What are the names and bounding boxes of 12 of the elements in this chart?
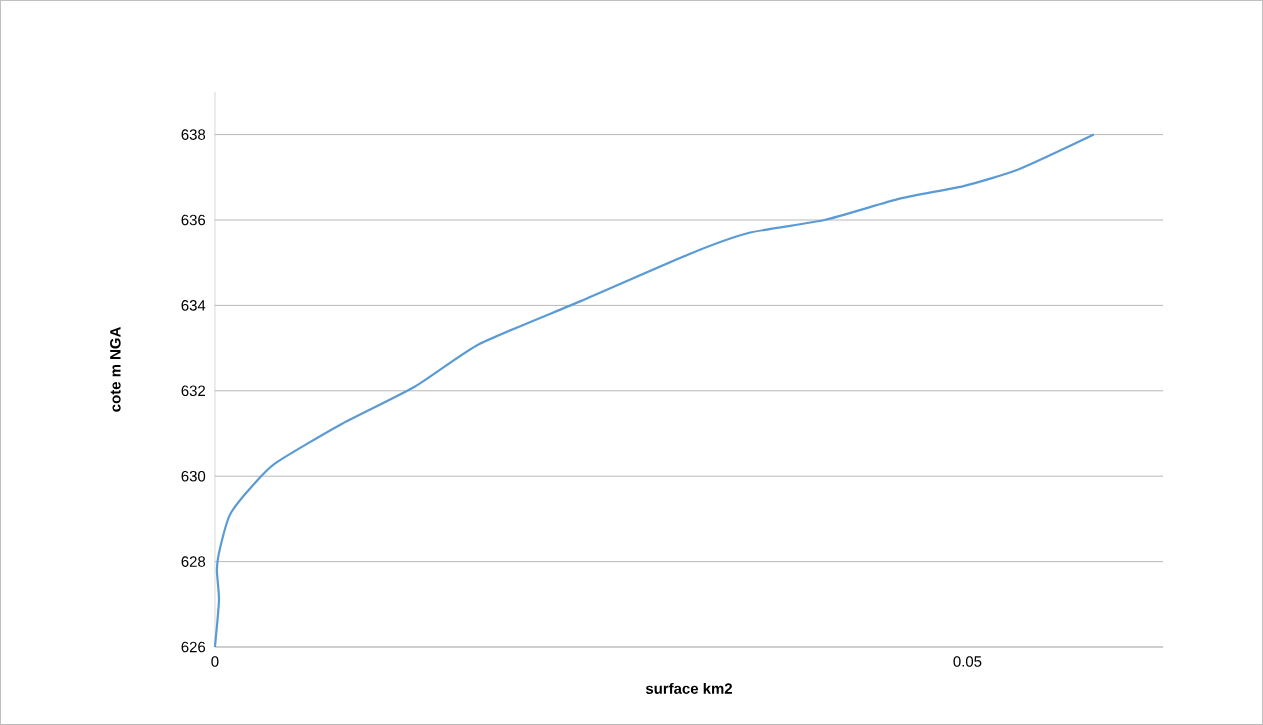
y-tick-label: 626	[181, 641, 206, 653]
y-tick-label: 638	[181, 129, 206, 140]
y-axis-title: cote m NGA	[110, 327, 121, 412]
y-tick-label: 630	[181, 470, 206, 482]
y-tick-label: 632	[181, 385, 205, 397]
y-tick-label: 628	[181, 556, 206, 567]
y-tick-label: 636	[181, 214, 206, 226]
x-tick-label: 0	[211, 656, 219, 667]
line-series	[213, 133, 1095, 649]
x-tick-label: 0.05	[953, 656, 982, 667]
x-axis-title: surface km2	[645, 682, 732, 694]
y-tick-label: 634	[181, 300, 206, 311]
